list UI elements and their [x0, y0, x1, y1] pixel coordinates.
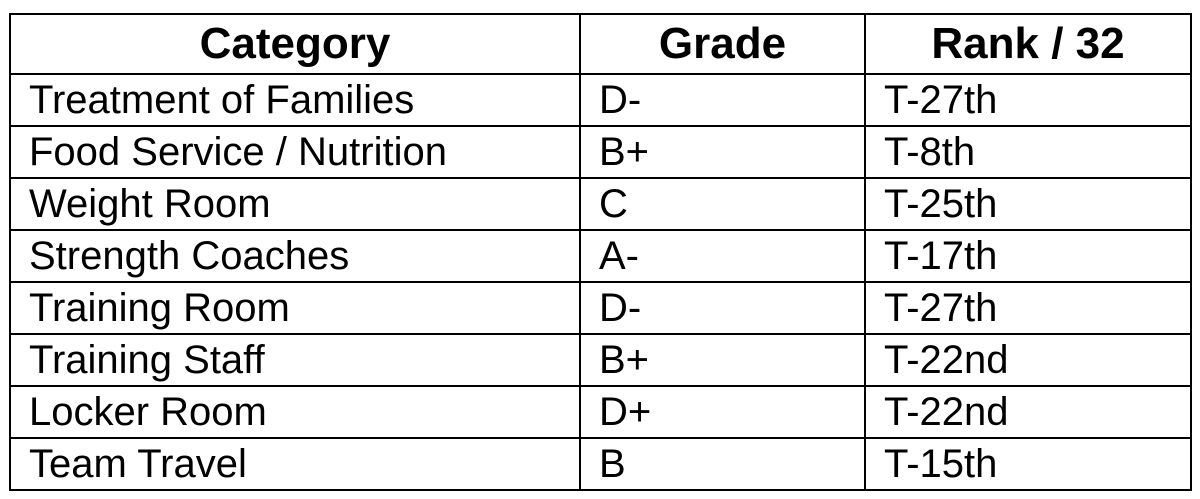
rank-cell: T-27th [864, 73, 1192, 127]
rank-cell: T-27th [864, 281, 1192, 335]
grade-cell: B+ [579, 125, 866, 179]
grade-cell: C [579, 177, 866, 231]
grade-cell: D- [579, 73, 866, 127]
grade-cell: B [579, 437, 866, 491]
table-row: Training Staff B+ T-22nd [9, 333, 1192, 387]
table-row: Locker Room D+ T-22nd [9, 385, 1192, 439]
category-cell: Food Service / Nutrition [9, 125, 581, 179]
rank-cell: T-17th [864, 229, 1192, 283]
rank-cell: T-22nd [864, 333, 1192, 387]
category-cell: Training Room [9, 281, 581, 335]
table-row: Training Room D- T-27th [9, 281, 1192, 335]
grade-cell: B+ [579, 333, 866, 387]
table-row: Treatment of Families D- T-27th [9, 73, 1192, 127]
category-cell: Weight Room [9, 177, 581, 231]
category-cell: Team Travel [9, 437, 581, 491]
grade-cell: A- [579, 229, 866, 283]
table-row: Team Travel B T-15th [9, 437, 1192, 491]
category-cell: Training Staff [9, 333, 581, 387]
grades-table-container: Category Grade Rank / 32 Treatment of Fa… [9, 13, 1192, 491]
table-header-row: Category Grade Rank / 32 [9, 13, 1192, 75]
category-cell: Strength Coaches [9, 229, 581, 283]
table-row: Weight Room C T-25th [9, 177, 1192, 231]
table-row: Food Service / Nutrition B+ T-8th [9, 125, 1192, 179]
table-row: Strength Coaches A- T-17th [9, 229, 1192, 283]
rank-cell: T-25th [864, 177, 1192, 231]
category-cell: Treatment of Families [9, 73, 581, 127]
grades-table: Category Grade Rank / 32 Treatment of Fa… [9, 13, 1192, 491]
grade-cell: D+ [579, 385, 866, 439]
category-cell: Locker Room [9, 385, 581, 439]
rank-cell: T-15th [864, 437, 1192, 491]
rank-cell: T-8th [864, 125, 1192, 179]
column-header-category: Category [9, 13, 581, 75]
column-header-grade: Grade [579, 13, 866, 75]
grade-cell: D- [579, 281, 866, 335]
rank-cell: T-22nd [864, 385, 1192, 439]
column-header-rank: Rank / 32 [864, 13, 1192, 75]
